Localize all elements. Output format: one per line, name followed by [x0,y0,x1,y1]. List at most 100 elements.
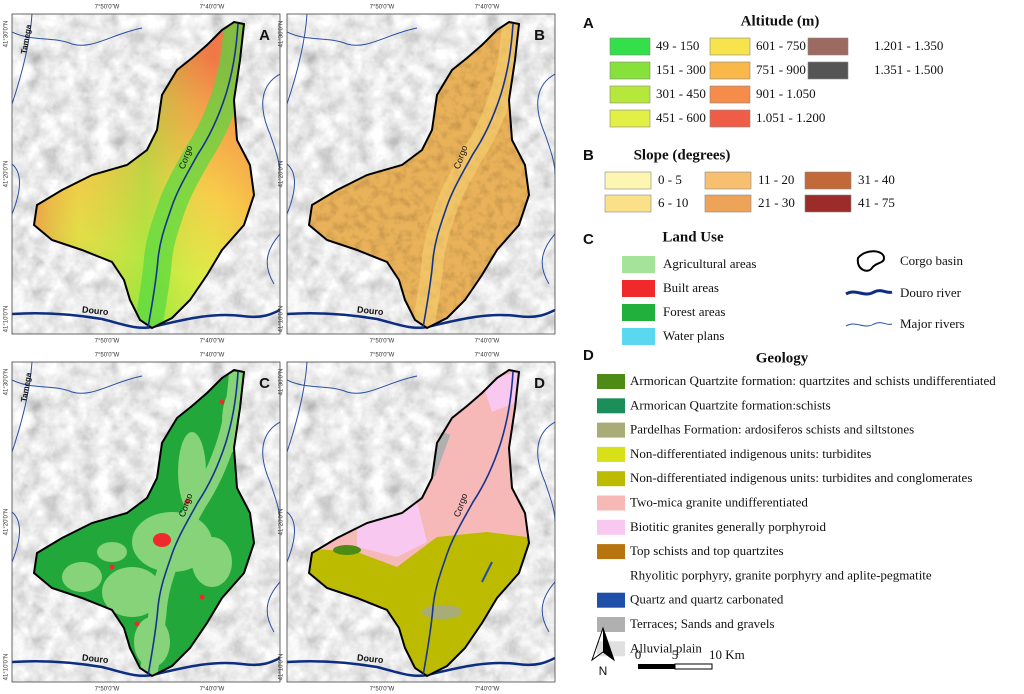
longitude-label: 7°50'0"W [370,687,395,693]
legend-label: Agricultural areas [663,256,756,271]
major-river [537,421,555,523]
latitude-label: 41°10'0"N [279,654,285,681]
legend-swatch [597,471,625,487]
river-symbol [845,322,893,327]
legend-swatch [597,544,625,560]
legend-label: 1.051 - 1.200 [756,110,825,125]
latitude-label: 41°20'0"N [279,509,285,536]
river-label: Douro [357,304,385,317]
major-river [541,233,555,285]
corgo-river [147,371,239,677]
legend-swatch [807,61,849,80]
longitude-label: 7°50'0"W [95,339,120,345]
latitude-label: 41°20'0"N [4,161,10,188]
legend-label: Terraces; Sands and gravels [630,616,775,631]
legend-label: 31 - 40 [858,172,895,187]
major-river [262,421,280,523]
legend-label: Douro river [900,285,962,300]
major-river [537,73,555,175]
built-area [134,621,140,627]
longitude-label: 7°50'0"W [370,353,395,359]
north-label: N [599,664,608,678]
legend-swatch [804,194,852,213]
legend-swatch [597,495,625,511]
legend-label: 1.351 - 1.500 [874,62,943,77]
major-river [266,233,280,285]
major-river [12,375,143,394]
longitude-label: 7°40'0"W [475,5,500,11]
major-river [287,375,418,394]
longitude-label: 7°40'0"W [475,339,500,345]
corgo-basin [32,20,256,330]
legend-swatch [597,592,625,608]
legend-swatch [597,374,625,389]
legend-swatch [807,37,849,56]
scale-label: 10 Km [709,647,745,662]
legend-label: Forest areas [663,304,725,319]
built-area [184,499,190,505]
major-river [287,163,295,215]
longitude-label: 7°40'0"W [200,353,225,359]
section-letter: C [583,231,594,248]
built-area [109,564,115,570]
longitude-label: 7°40'0"W [475,687,500,693]
major-river [541,581,555,633]
legend-swatch [709,37,751,56]
legend-swatch [597,617,625,632]
legend-swatch [622,256,655,273]
corgo-basin [32,368,256,678]
legend-label: Alluvial plain [630,640,702,655]
latitude-label: 41°20'0"N [279,161,285,188]
latitude-label: 41°30'0"N [279,369,285,396]
corgo-river [147,23,239,329]
corgo-river [422,371,514,677]
agricultural-patch [192,537,232,587]
legend-label: Pardelhas Formation: ardosiferos schists… [630,422,914,437]
legend-swatch [704,171,752,190]
built-area [219,399,225,405]
longitude-label: 7°40'0"W [475,353,500,359]
latitude-label: 41°20'0"N [4,509,10,536]
legend-label: 11 - 20 [758,172,794,187]
legend-label: 1.201 - 1.350 [874,38,943,53]
legend-label: 41 - 75 [858,195,895,210]
legend-title: Altitude (m) [741,13,820,29]
major-river [12,511,20,563]
legend-label: 451 - 600 [656,110,706,125]
latitude-label: 41°30'0"N [4,369,10,396]
latitude-label: 41°10'0"N [4,306,10,333]
legend-label: Armorican Quartzite formation:schists [630,397,831,412]
legend-swatch [604,194,652,213]
major-river [262,73,280,175]
legend-label: Biotitic granites generally porphyroid [630,519,827,534]
map-frame [11,13,281,335]
map-frame [286,361,556,683]
legend-label: 151 - 300 [656,62,706,77]
quartz [481,561,493,583]
legend-label: Water plans [663,328,724,343]
legend-label: Built areas [663,280,719,295]
longitude-label: 7°50'0"W [370,5,395,11]
legend-label: 21 - 30 [758,195,795,210]
map-frame [11,361,281,683]
legend-swatch [597,446,625,462]
agricultural-patch [102,567,162,617]
major-river [287,14,308,105]
legend-title: Geology [756,350,809,366]
legend-label: 0 - 5 [658,172,682,187]
panel-letter: C [259,375,270,392]
longitude-label: 7°50'0"W [370,339,395,345]
legend-title: Land Use [662,229,724,245]
major-river [287,511,295,563]
longitude-label: 7°40'0"W [200,5,225,11]
legend-swatch [709,85,751,104]
legend-label: 751 - 900 [756,62,806,77]
basin-symbol [856,250,886,272]
latitude-label: 41°10'0"N [4,654,10,681]
legend-swatch [609,109,651,128]
agricultural-patch [97,542,127,562]
